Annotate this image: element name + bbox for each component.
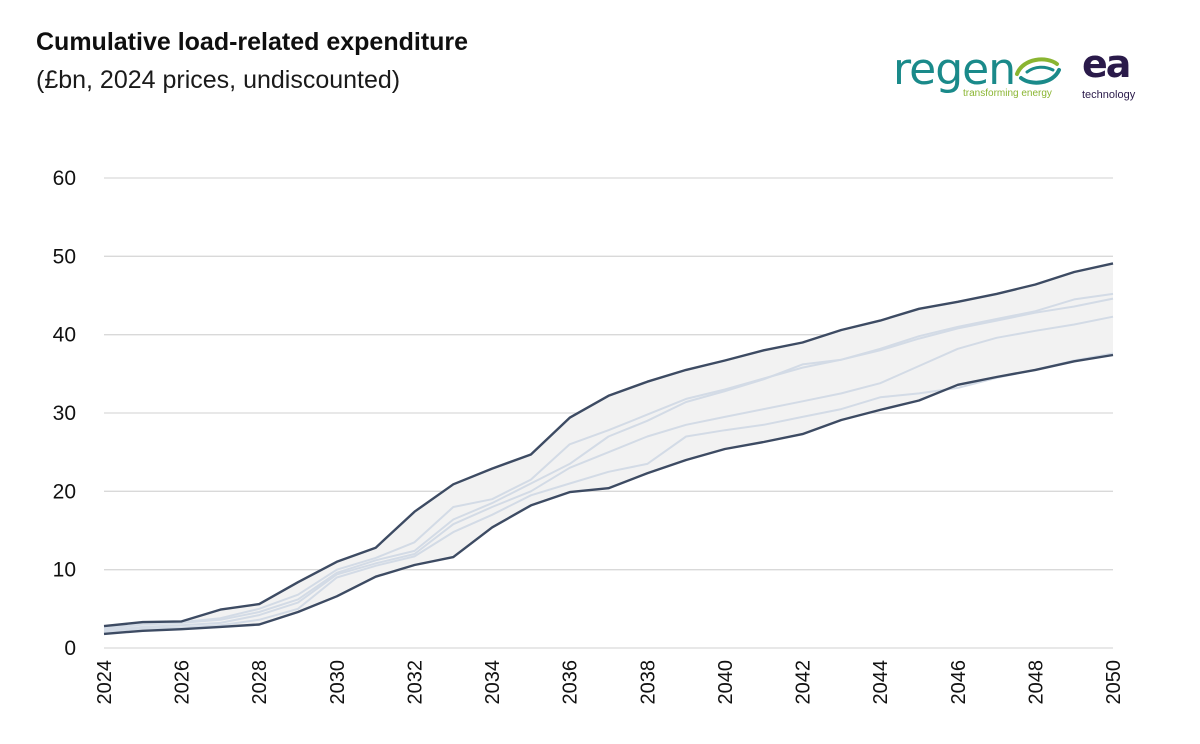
series-line-scenario-b	[103, 297, 1114, 631]
series-line-scenario-c	[103, 315, 1114, 632]
regen-logo-tagline: transforming energy	[963, 88, 1052, 99]
y-tick-label: 30	[53, 402, 76, 425]
y-tick-label: 40	[53, 324, 76, 347]
y-tick-label: 20	[53, 480, 76, 503]
range-band	[104, 263, 1113, 634]
x-tick-label: 2042	[793, 660, 815, 705]
x-tick-label: 2048	[1025, 660, 1047, 705]
regen-logo: regen transforming energy	[893, 44, 1063, 112]
ea-technology-logo: ea technology	[1080, 42, 1150, 104]
x-tick-label: 2028	[249, 660, 271, 705]
y-tick-label: 10	[53, 559, 76, 582]
x-tick-label: 2026	[172, 660, 194, 705]
x-tick-label: 2024	[94, 660, 116, 705]
chart-subtitle: (£bn, 2024 prices, undiscounted)	[36, 66, 401, 94]
x-tick-label: 2030	[327, 660, 349, 705]
x-tick-label: 2034	[482, 660, 504, 705]
regen-logo-word: regen	[893, 44, 1016, 95]
chart-title: Cumulative load-related expenditure	[36, 28, 469, 56]
ea-logo-tagline: technology	[1082, 89, 1136, 101]
regen-swoosh-icon	[1015, 57, 1061, 85]
x-tick-label: 2050	[1103, 660, 1125, 705]
y-axis-ticks: 0 10 20 30 40 50 60	[53, 167, 76, 660]
x-axis-ticks: 2024 2026 2028 2030 2032 2034 2036 2038 2040 2042…	[94, 660, 1125, 705]
x-tick-label: 2032	[404, 660, 426, 705]
series-line-upper	[103, 262, 1114, 628]
series-line-lower	[103, 353, 1114, 636]
series-line-scenario-a	[103, 292, 1114, 629]
y-tick-label: 0	[64, 637, 76, 660]
x-tick-label: 2044	[870, 660, 892, 705]
ea-logo-word: ea	[1082, 42, 1131, 86]
x-tick-label: 2036	[560, 660, 582, 705]
x-tick-label: 2046	[948, 660, 970, 705]
x-tick-label: 2038	[637, 660, 659, 705]
y-tick-label: 50	[53, 245, 76, 268]
range-band-area	[104, 263, 1113, 634]
y-tick-label: 60	[53, 167, 76, 190]
x-tick-label: 2040	[715, 660, 737, 705]
series-lines	[103, 262, 1114, 636]
